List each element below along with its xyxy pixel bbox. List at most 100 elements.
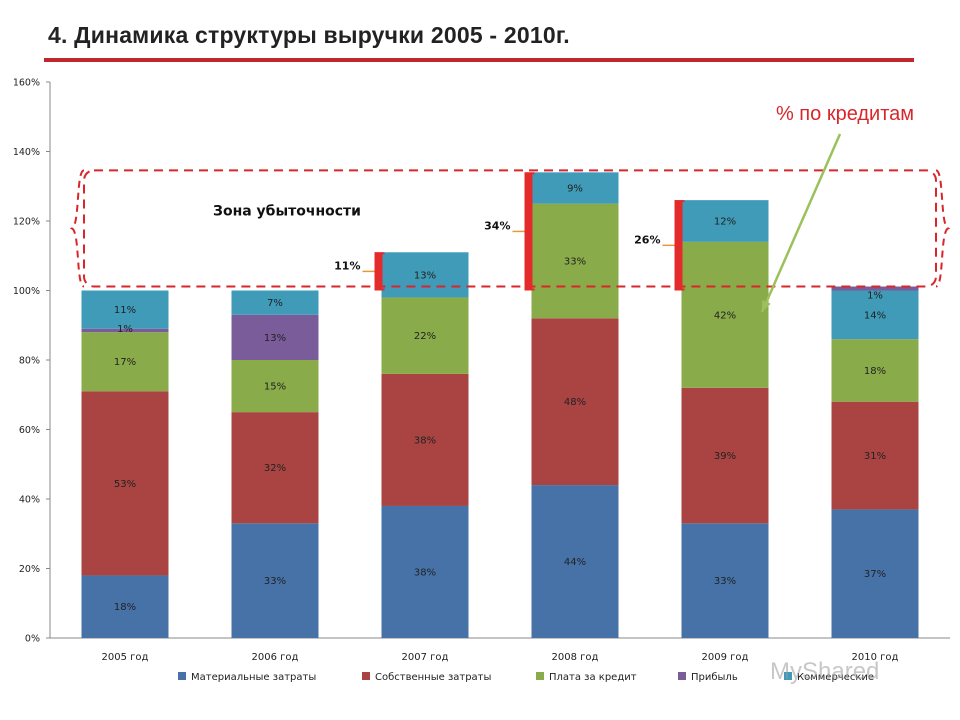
legend-entry: Коммерческие — [797, 672, 874, 683]
y-tick-label: 120% — [13, 217, 40, 228]
data-label: 38% — [414, 435, 436, 446]
legend-entry: Прибыль — [691, 672, 738, 683]
data-label: 13% — [264, 333, 286, 344]
data-label: 17% — [114, 357, 136, 368]
bar-segment — [381, 252, 469, 298]
data-label: 9% — [567, 183, 583, 194]
credit-marker-label: 26% — [634, 233, 660, 246]
credit-marker-label: 11% — [334, 259, 360, 272]
data-labels: 18% 53% 17% 1% 11% 33% 32% 15% 13% 7% 38% 38% 22% 13%… — [114, 183, 886, 613]
legend-entry: Материальные затраты — [191, 672, 316, 683]
credit-marker-bar — [674, 200, 683, 291]
data-label: 14% — [864, 310, 886, 321]
data-label: 33% — [264, 576, 286, 587]
bar-segment — [81, 575, 169, 638]
credit-note: % по кредитам — [776, 103, 914, 125]
y-tick-label: 20% — [19, 564, 40, 575]
x-axis: 2005 год 2006 год 2007 год 2008 год 2009 год… — [102, 652, 899, 663]
credit-marker-label: 34% — [484, 219, 510, 232]
data-label: 11% — [114, 305, 136, 316]
bar-segment — [81, 391, 169, 576]
page-title: 4. Динамика структуры выручки 2005 - 201… — [48, 22, 570, 48]
data-label: 42% — [714, 310, 736, 321]
data-label: 15% — [264, 382, 286, 393]
credit-markers: 11% 34% 26% % по кредитам — [334, 103, 914, 313]
legend-swatch — [678, 672, 686, 680]
x-tick-label: 2007 год — [402, 652, 449, 663]
legend-swatch — [178, 672, 186, 680]
x-tick-label: 2009 год — [702, 652, 749, 663]
left-brace — [69, 169, 85, 288]
data-label: 1% — [117, 324, 133, 335]
bar-segment — [831, 509, 919, 638]
data-label: 13% — [414, 270, 436, 281]
y-tick-label: 80% — [19, 356, 40, 367]
legend-entry: Плата за кредит — [549, 672, 637, 683]
legend-swatch — [362, 672, 370, 680]
bar-segment — [81, 290, 169, 329]
data-label: 48% — [564, 397, 586, 408]
bar-segment — [231, 412, 319, 524]
y-tick-label: 40% — [19, 495, 40, 506]
loss-zone-label: Зона убыточности — [213, 203, 361, 219]
data-label: 12% — [714, 217, 736, 228]
data-label: 31% — [864, 451, 886, 462]
data-label: 33% — [714, 576, 736, 587]
y-tick-label: 140% — [13, 147, 40, 158]
data-label: 7% — [267, 298, 283, 309]
bar-segment — [381, 373, 469, 506]
right-brace — [935, 169, 951, 288]
bar-segment — [81, 332, 169, 392]
data-label: 33% — [564, 256, 586, 267]
bar-segment — [681, 387, 769, 524]
bar-segment-profit-small — [831, 286, 919, 291]
legend-swatch — [784, 672, 792, 680]
bar-segment — [831, 401, 919, 510]
credit-marker-bar — [374, 252, 383, 291]
bar-segment — [381, 505, 469, 638]
y-axis: 0% 20% 40% 60% 80% 100% 120% 140% 160% — [13, 78, 950, 645]
bar-segment — [531, 172, 619, 204]
legend-entry: Собственные затраты — [375, 672, 491, 683]
bar-segment — [681, 200, 769, 242]
arrow-head-icon — [762, 300, 771, 312]
y-tick-label: 60% — [19, 425, 40, 436]
data-label: 39% — [714, 451, 736, 462]
bar-segment — [231, 360, 319, 413]
watermark-logo: MyShared — [770, 658, 880, 685]
legend-swatch — [536, 672, 544, 680]
bar-segment — [681, 241, 769, 388]
credit-note-arrow — [760, 133, 842, 313]
x-tick-label: 2010 год — [852, 652, 899, 663]
bar-segment — [81, 328, 169, 333]
x-tick-label: 2005 год — [102, 652, 149, 663]
data-label: 22% — [414, 331, 436, 342]
y-tick-label: 100% — [13, 286, 40, 297]
loss-zone: Зона убыточности — [69, 169, 951, 288]
x-tick-label: 2008 год — [552, 652, 599, 663]
x-tick-label: 2006 год — [252, 652, 299, 663]
credit-marker-bar — [524, 172, 533, 291]
bar-segment — [231, 523, 319, 638]
bar-segment — [681, 523, 769, 638]
bar-segment — [831, 339, 919, 402]
data-label: 1% — [867, 291, 883, 302]
bar-segment — [531, 203, 619, 319]
bar-segment — [531, 485, 619, 638]
legend: Материальные затраты Собственные затраты П… — [178, 672, 874, 683]
data-label: 53% — [114, 479, 136, 490]
data-label: 32% — [264, 463, 286, 474]
bar-segment — [531, 318, 619, 486]
bar-segment — [381, 297, 469, 374]
bars — [81, 172, 919, 638]
data-label: 38% — [414, 567, 436, 578]
bar-segment — [231, 290, 319, 315]
y-tick-label: 0% — [25, 634, 40, 645]
bar-segment — [231, 314, 319, 360]
data-label: 44% — [564, 557, 586, 568]
data-label: 37% — [864, 569, 886, 580]
y-tick-label: 160% — [13, 78, 40, 89]
bar-segment — [831, 290, 919, 340]
data-label: 18% — [114, 602, 136, 613]
